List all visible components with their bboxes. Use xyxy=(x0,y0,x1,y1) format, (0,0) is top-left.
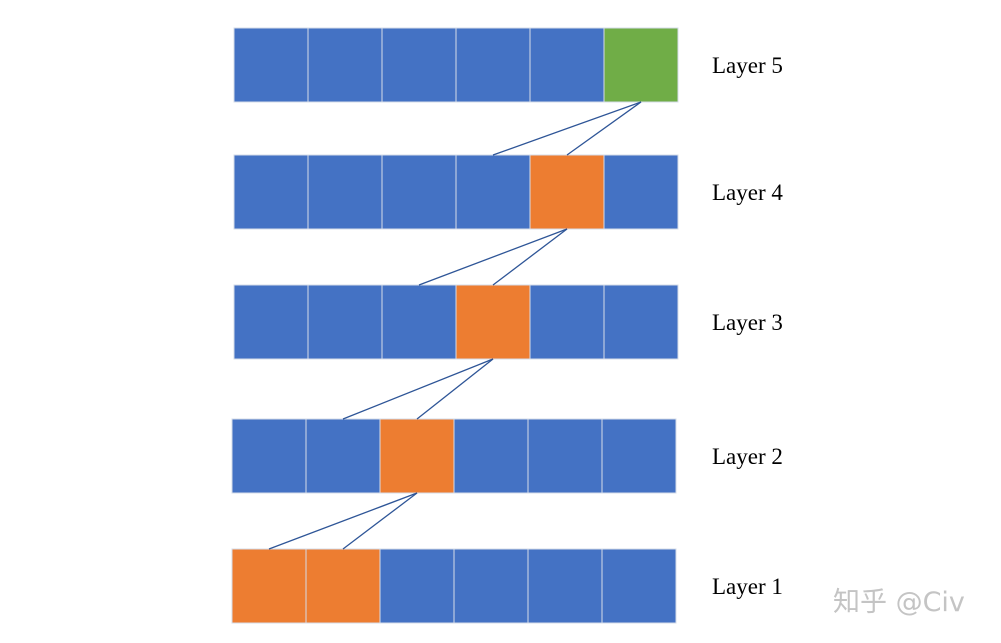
cell xyxy=(529,27,605,103)
cell xyxy=(453,548,529,624)
layer-label: Layer 3 xyxy=(712,310,783,335)
cell xyxy=(307,27,383,103)
layer-label: Layer 5 xyxy=(712,53,783,78)
cell xyxy=(233,284,309,360)
cell xyxy=(603,154,679,230)
cell xyxy=(233,27,309,103)
layer-row: Layer 5 xyxy=(233,27,783,103)
connector-line xyxy=(416,358,494,420)
connector-line xyxy=(492,228,568,286)
connector-line xyxy=(342,358,494,420)
cell xyxy=(527,548,603,624)
highlight-cell xyxy=(379,418,455,494)
highlight-cell xyxy=(455,284,531,360)
connector-line xyxy=(342,492,418,550)
cell xyxy=(603,284,679,360)
cell xyxy=(307,284,383,360)
cell xyxy=(379,548,455,624)
layers: Layer 5 Layer 4 Layer 3 Layer 2 Layer 1 xyxy=(231,27,783,624)
layer-row: Layer 2 xyxy=(231,418,783,494)
layer-label: Layer 1 xyxy=(712,574,783,599)
cell xyxy=(305,418,381,494)
cell xyxy=(381,27,457,103)
highlight-cell xyxy=(231,548,307,624)
connector-line xyxy=(566,101,642,156)
cell xyxy=(601,418,677,494)
layer-row: Layer 1 xyxy=(231,548,783,624)
highlight-cell xyxy=(305,548,381,624)
cell xyxy=(233,154,309,230)
layer-label: Layer 4 xyxy=(712,180,783,205)
cell xyxy=(455,27,531,103)
cell xyxy=(381,284,457,360)
cell xyxy=(231,418,307,494)
cell xyxy=(529,284,605,360)
highlight-cell xyxy=(529,154,605,230)
connector-line xyxy=(492,101,642,156)
layer-label: Layer 2 xyxy=(712,444,783,469)
cell xyxy=(455,154,531,230)
cell xyxy=(601,548,677,624)
cell xyxy=(381,154,457,230)
layer-row: Layer 3 xyxy=(233,284,783,360)
target-cell xyxy=(603,27,679,103)
connectors xyxy=(268,101,642,550)
watermark: 知乎 @Civ xyxy=(833,587,965,618)
connector-line xyxy=(268,492,418,550)
cell xyxy=(307,154,383,230)
connector-line xyxy=(418,228,568,286)
cell xyxy=(527,418,603,494)
cell xyxy=(453,418,529,494)
layer-row: Layer 4 xyxy=(233,154,783,230)
